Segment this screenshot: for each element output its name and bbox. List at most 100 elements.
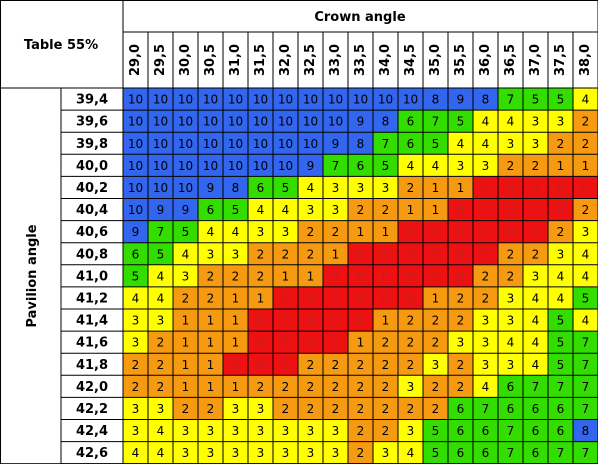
- cell-value-label: 0: [457, 247, 465, 261]
- cell-value-label: 0: [482, 181, 490, 195]
- cell-value-label: 2: [307, 380, 315, 394]
- cell-value-label: 2: [382, 336, 390, 350]
- y-tick-label: 40,8: [76, 247, 108, 262]
- cell-value-label: 2: [157, 380, 165, 394]
- cell-value-label: 4: [157, 424, 165, 438]
- cell-value-label: 2: [332, 358, 340, 372]
- cell-value-label: 7: [557, 446, 565, 460]
- cell-value-label: 0: [582, 181, 590, 195]
- cell-value-label: 9: [207, 181, 215, 195]
- x-tick-label: 32,0: [278, 44, 293, 76]
- cell-value-label: 0: [257, 336, 265, 350]
- cell-value-label: 2: [257, 247, 265, 261]
- cell-value-label: 4: [532, 358, 540, 372]
- cell-value-label: 6: [532, 424, 540, 438]
- cell-value-label: 3: [232, 424, 240, 438]
- cell-value-label: 3: [407, 424, 415, 438]
- cell-value-label: 9: [157, 203, 165, 217]
- cell-value-label: 3: [182, 424, 190, 438]
- cell-value-label: 6: [507, 402, 515, 416]
- cell-value-label: 0: [307, 291, 315, 305]
- cell-value-label: 0: [507, 181, 515, 195]
- cell-value-label: 3: [507, 358, 515, 372]
- cell-value-label: 2: [407, 358, 415, 372]
- cell-value-label: 10: [153, 137, 168, 151]
- cell-value-label: 3: [232, 402, 240, 416]
- cell-value-label: 6: [407, 137, 415, 151]
- cell-value-label: 3: [457, 159, 465, 173]
- y-tick-label: 41,4: [76, 314, 108, 329]
- cell-value-label: 2: [482, 291, 490, 305]
- cell-value-label: 4: [557, 269, 565, 283]
- cell-value-label: 0: [532, 225, 540, 239]
- y-tick-label: 41,0: [76, 269, 108, 284]
- cell-value-label: 2: [182, 402, 190, 416]
- cell-value-label: 1: [457, 181, 465, 195]
- cell-value-label: 0: [482, 247, 490, 261]
- x-tick-label: 30,5: [203, 44, 218, 76]
- cell-value-label: 1: [182, 380, 190, 394]
- cell-value-label: 3: [232, 446, 240, 460]
- cell-value-label: 7: [157, 225, 165, 239]
- cell-value-label: 2: [282, 247, 290, 261]
- x-tick-label: 33,0: [328, 44, 343, 76]
- cell-value-label: 1: [182, 314, 190, 328]
- cell-value-label: 0: [482, 203, 490, 217]
- cell-value-label: 10: [278, 93, 293, 107]
- cell-value-label: 5: [157, 247, 165, 261]
- cell-value-label: 0: [532, 181, 540, 195]
- cell-value-label: 10: [353, 93, 368, 107]
- cell-value-label: 0: [557, 203, 565, 217]
- cell-value-label: 4: [207, 225, 215, 239]
- cell-value-label: 2: [457, 380, 465, 394]
- x-tick-label: 29,0: [128, 44, 143, 76]
- cell-value-label: 7: [382, 137, 390, 151]
- y-tick-label: 41,6: [76, 336, 108, 351]
- cell-value-label: 0: [357, 269, 365, 283]
- cell-value-label: 4: [582, 314, 590, 328]
- cell-value-label: 5: [532, 93, 540, 107]
- cell-value-label: 4: [282, 203, 290, 217]
- cell-value-label: 4: [307, 181, 315, 195]
- cell-value-label: 6: [457, 424, 465, 438]
- cell-value-label: 1: [232, 314, 240, 328]
- cell-value-label: 3: [232, 247, 240, 261]
- y-tick-label: 39,4: [76, 93, 108, 108]
- cell-value-label: 10: [153, 159, 168, 173]
- cell-value-label: 2: [307, 247, 315, 261]
- x-tick-label: 37,5: [553, 44, 568, 76]
- cell-value-label: 0: [407, 247, 415, 261]
- cell-value-label: 3: [257, 424, 265, 438]
- cell-value-label: 2: [257, 380, 265, 394]
- cell-value-label: 5: [382, 159, 390, 173]
- cell-value-label: 3: [532, 137, 540, 151]
- cell-value-label: 0: [282, 336, 290, 350]
- cell-value-label: 2: [432, 380, 440, 394]
- cell-value-label: 2: [507, 159, 515, 173]
- cell-value-label: 7: [507, 93, 515, 107]
- cell-value-label: 3: [482, 358, 490, 372]
- cell-value-label: 10: [203, 93, 218, 107]
- y-tick-label: 42,6: [76, 446, 108, 461]
- cell-value-label: 0: [357, 291, 365, 305]
- cell-value-label: 1: [582, 159, 590, 173]
- cell-value-label: 2: [307, 358, 315, 372]
- cell-value-label: 5: [232, 203, 240, 217]
- y-tick-label: 39,8: [76, 137, 108, 152]
- cell-value-label: 6: [132, 247, 140, 261]
- x-tick-label: 32,5: [303, 44, 318, 76]
- cell-value-label: 0: [257, 314, 265, 328]
- cell-value-label: 6: [407, 115, 415, 129]
- cell-value-label: 9: [457, 93, 465, 107]
- cell-value-label: 1: [357, 336, 365, 350]
- cell-value-label: 7: [582, 446, 590, 460]
- y-tick-label: 40,4: [76, 203, 108, 218]
- cell-value-label: 4: [507, 115, 515, 129]
- cell-value-label: 10: [203, 137, 218, 151]
- cell-value-label: 10: [328, 93, 343, 107]
- cell-value-label: 10: [128, 115, 143, 129]
- x-tick-label: 36,5: [503, 44, 518, 76]
- cell-value-label: 7: [582, 336, 590, 350]
- cell-value-label: 7: [482, 402, 490, 416]
